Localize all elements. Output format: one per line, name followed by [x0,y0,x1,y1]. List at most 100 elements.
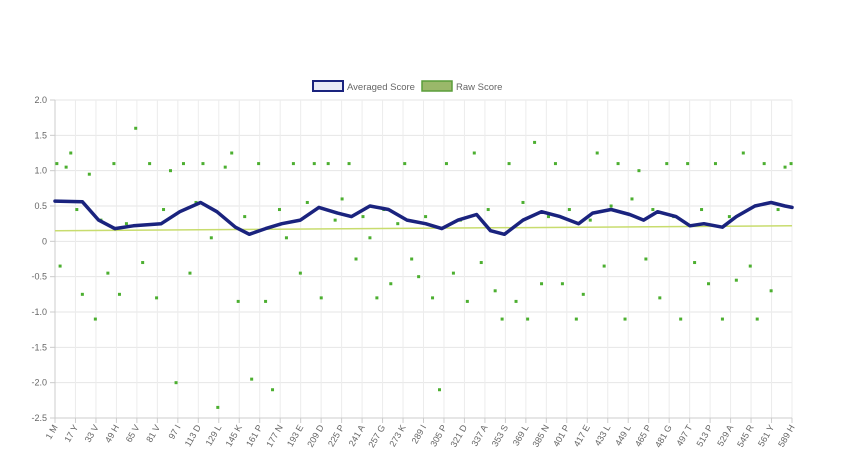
raw-score-point [651,208,655,212]
raw-score-point [493,289,497,293]
y-tick-label: -2.0 [31,378,47,388]
raw-score-point [181,162,185,166]
raw-score-point [80,292,84,296]
y-tick-label: 1.5 [34,130,47,140]
raw-score-point [588,218,592,222]
y-tick-label: -1.0 [31,307,47,317]
raw-score-point [368,236,372,240]
x-tick-label: 321 D [449,423,470,449]
raw-score-point [700,208,704,212]
grid [54,99,793,419]
raw-score-point [69,151,73,155]
raw-score-point [257,162,261,166]
raw-score-point [567,208,571,212]
raw-score-point [533,140,537,144]
raw-score-point [271,388,275,392]
raw-score-point [141,261,145,265]
raw-score-point [284,236,288,240]
raw-score-point [713,162,717,166]
raw-score-point [58,264,62,268]
raw-score-point [465,299,469,303]
raw-score-point [106,271,110,275]
raw-score-point [389,282,393,286]
raw-score-point [431,296,435,300]
legend-label-averaged-score: Averaged Score [347,82,415,93]
raw-score-point [472,151,476,155]
raw-score-point [540,282,544,286]
y-tick-label: -0.5 [31,272,47,282]
raw-score-point [623,317,627,321]
raw-score-point [741,151,745,155]
y-tick-label: 0.5 [34,201,47,211]
x-tick-label: 209 D [305,423,326,449]
threshold-line [54,225,793,232]
raw-score-point [789,162,793,166]
raw-score-point [526,317,530,321]
raw-score-point [162,208,166,212]
raw-score-point [693,261,697,265]
x-axis: 1 M 17 Y 33 V 49 H 65 V 81 V 97 I 113 D 129 L 145… [44,417,797,449]
raw-score-point [194,200,198,204]
legend-label-raw-score: Raw Score [456,82,502,93]
raw-score-point [595,151,599,155]
raw-score-point [375,296,379,300]
x-tick-label: 433 L [593,423,613,448]
y-tick-label: -1.5 [31,342,47,352]
raw-score-point [410,257,414,261]
x-tick-label: 369 L [511,423,531,448]
raw-score-point [319,296,323,300]
legend-item-raw-score[interactable]: Raw Score [421,80,502,93]
raw-score-point [223,165,227,169]
x-tick-label: 545 R [735,423,756,449]
x-tick-label: 257 G [366,423,387,449]
raw-score-point [560,282,564,286]
raw-score-point [479,261,483,265]
x-tick-label: 65 V [124,423,142,444]
raw-score-point [609,204,613,208]
x-tick-label: 353 S [490,423,510,448]
raw-score-point [305,200,309,204]
x-tick-label: 97 I [166,423,182,441]
x-tick-label: 49 H [103,423,121,444]
x-tick-label: 417 E [572,423,592,448]
raw-score-point [354,257,358,261]
raw-score-point [553,162,557,166]
raw-score-point [783,165,787,169]
raw-score-point [326,162,330,166]
raw-score-point [112,162,116,166]
raw-score-point [264,299,268,303]
raw-score-point [727,215,731,219]
raw-score-point [277,208,281,212]
raw-score-point [347,162,351,166]
x-tick-label: 497 T [674,423,694,448]
y-axis: 2.0 1.5 1.0 0.5 0 -0.5 -1.0 -1.5 -2.0 -2.5 [31,95,56,423]
raw-score-point [769,289,773,293]
raw-score-point [340,197,344,201]
raw-score-point [679,317,683,321]
x-tick-label: 225 P [326,423,346,448]
legend: Averaged Score Raw Score [312,80,502,93]
raw-score-point [333,218,337,222]
legend-swatch-averaged-score [312,80,344,92]
averaged-score-line [53,199,794,237]
raw-score-point [686,162,690,166]
raw-score-point [243,215,247,219]
x-tick-label: 161 P [244,423,264,448]
raw-score-point [230,151,234,155]
legend-item-averaged-score[interactable]: Averaged Score [312,80,415,93]
raw-score-point [250,377,254,381]
raw-score-point [665,162,669,166]
raw-score-point [93,317,97,321]
y-tick-label: 2.0 [34,95,47,105]
raw-score-point [707,282,711,286]
x-tick-label: 289 I [410,423,429,445]
raw-score-point [755,317,759,321]
raw-score-point [500,317,504,321]
raw-score-point [616,162,620,166]
raw-score-point [174,381,178,385]
raw-score-point [201,162,205,166]
raw-score-point [124,222,128,226]
x-tick-label: 513 P [694,423,714,448]
x-tick-label: 385 N [530,423,551,449]
raw-score-point [396,222,400,226]
